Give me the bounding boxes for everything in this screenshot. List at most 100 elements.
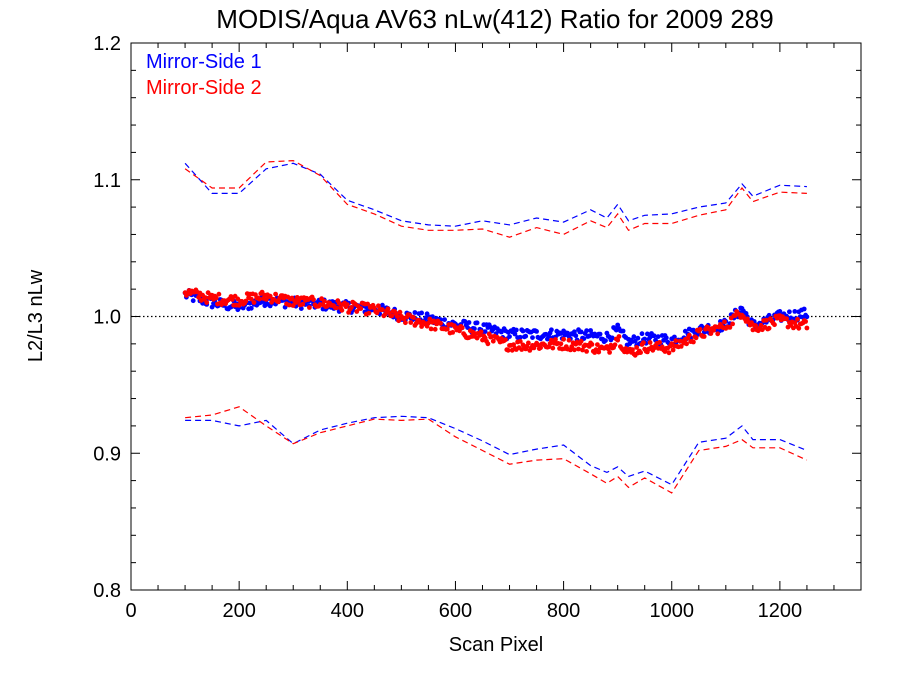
- ms2-point: [553, 337, 558, 342]
- ms2-point: [419, 324, 424, 329]
- ms1-point: [534, 329, 539, 334]
- ms2-point: [213, 295, 219, 301]
- ms2-point: [276, 299, 281, 305]
- ms2-point: [596, 349, 602, 355]
- series-ms2: [182, 159, 810, 494]
- ms1-point: [672, 334, 677, 340]
- ms2-point: [589, 342, 595, 347]
- ms2-point: [459, 325, 465, 331]
- ms1-point: [639, 331, 645, 337]
- x-tick-label: 1000: [649, 600, 694, 622]
- y-axis-label: L2/L3 nLw: [25, 269, 47, 362]
- ms2-point: [519, 347, 525, 352]
- ms2-point: [569, 344, 575, 349]
- ms1-point: [603, 338, 608, 343]
- ms1-lower-line: [185, 415, 808, 486]
- ms1-point: [642, 336, 648, 342]
- ms2-point: [764, 317, 769, 323]
- ms2-point: [550, 345, 556, 351]
- ms2-point: [219, 302, 225, 307]
- ms2-point: [686, 332, 692, 338]
- ms2-point: [711, 327, 716, 333]
- ms1-point: [804, 314, 810, 320]
- ms2-point: [580, 347, 585, 353]
- ms1-point: [597, 331, 603, 337]
- ms2-point: [666, 350, 672, 356]
- ms2-point: [766, 325, 772, 331]
- ms2-point: [630, 347, 635, 353]
- ms1-point: [442, 317, 447, 322]
- ms1-point: [419, 310, 424, 316]
- x-tick-label: 0: [125, 600, 136, 622]
- ms2-point: [397, 309, 403, 315]
- ms2-point: [380, 307, 385, 313]
- ms2-point: [490, 338, 496, 344]
- ms2-point: [503, 337, 508, 343]
- ms2-point: [321, 298, 327, 304]
- ms2-point: [324, 303, 330, 309]
- ms1-point: [412, 310, 418, 315]
- ms1-point: [209, 304, 215, 310]
- ms2-point: [251, 300, 257, 305]
- ms2-point: [385, 306, 391, 312]
- ms2-point: [438, 320, 443, 326]
- y-tick-label: 0.9: [93, 443, 121, 465]
- ms2-point: [428, 326, 434, 332]
- ms2-point: [426, 320, 431, 326]
- ms2-point: [526, 340, 531, 346]
- ms2-point: [457, 328, 462, 334]
- ms2-point: [427, 316, 433, 322]
- y-tick-label: 1.2: [93, 33, 121, 55]
- ms2-point: [432, 326, 438, 332]
- chart-title: MODIS/Aqua AV63 nLw(412) Ratio for 2009 …: [216, 4, 773, 34]
- ms1-point: [578, 329, 584, 335]
- ms2-point: [196, 294, 202, 300]
- ms2-point: [505, 347, 511, 353]
- axes: 0 200 400 600 800 1000 1200 0.8 0.9 1.0 1.1 1.2: [93, 33, 861, 622]
- ms2-point: [730, 321, 735, 327]
- ms1-point: [787, 309, 792, 315]
- ms2-point: [558, 341, 564, 347]
- ms2-point: [804, 325, 810, 331]
- ms2-point: [394, 314, 400, 319]
- ms2-point: [408, 320, 414, 325]
- ms1-point: [423, 315, 429, 321]
- ms2-point: [485, 341, 491, 347]
- ms2-point: [203, 295, 208, 300]
- ms1-point: [651, 333, 657, 339]
- ms1-point: [499, 329, 504, 335]
- ms2-point: [612, 342, 618, 348]
- x-tick-label: 200: [222, 600, 255, 622]
- ms2-point: [616, 334, 622, 339]
- x-axis-label: Scan Pixel: [449, 634, 544, 656]
- ms2-point: [339, 307, 345, 313]
- ms1-point: [609, 335, 615, 341]
- ms2-point: [349, 305, 354, 310]
- ms2-point: [216, 291, 222, 297]
- ms1-point: [792, 309, 798, 314]
- ms1-point: [530, 335, 535, 340]
- ms1-point: [635, 335, 641, 341]
- ms1-point: [462, 319, 468, 324]
- ms1-point: [482, 329, 488, 334]
- ms2-point: [576, 346, 581, 352]
- ms2-point: [803, 319, 808, 324]
- ms2-point: [334, 305, 339, 311]
- ms2-point: [365, 301, 370, 307]
- ms1-point: [655, 334, 661, 339]
- ms2-point: [657, 340, 662, 345]
- ms1-point: [513, 327, 519, 333]
- ms2-point: [753, 323, 758, 329]
- legend-entry-mirror-side-1: Mirror-Side 1: [146, 51, 262, 73]
- ms2-point: [286, 302, 292, 308]
- ms2-point: [444, 326, 450, 332]
- ms2-point: [701, 334, 707, 339]
- ms2-point: [257, 296, 262, 302]
- ms2-point: [376, 303, 381, 309]
- ms1-point: [620, 328, 626, 334]
- ms2-point: [758, 322, 764, 328]
- ms1-point: [523, 333, 529, 339]
- ms1-point: [517, 334, 523, 340]
- ms1-point: [512, 331, 518, 337]
- ms2-point: [605, 346, 611, 352]
